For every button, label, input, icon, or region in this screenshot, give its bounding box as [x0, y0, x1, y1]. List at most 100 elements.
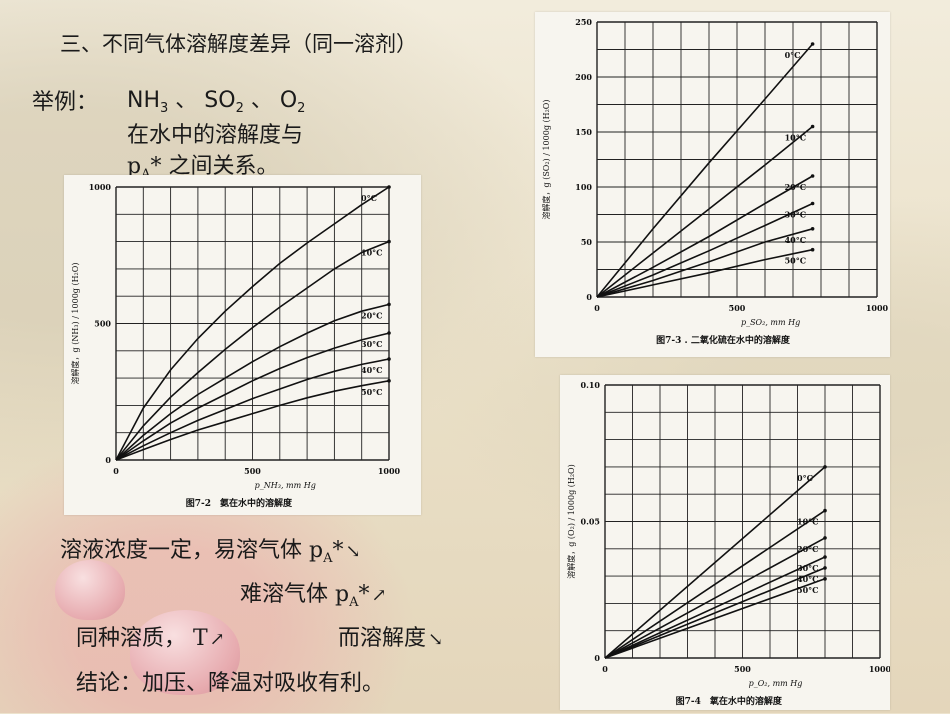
series-line-10C	[604, 509, 826, 659]
series-end-point	[810, 174, 815, 178]
line3-rest: * 之间关系。	[150, 154, 279, 179]
arrow-down-icon: ↘	[428, 629, 444, 650]
x-tick-label: 1000	[866, 303, 889, 313]
example-line-3: pA* 之间关系。	[127, 148, 279, 182]
y-tick-label: 0	[586, 292, 592, 302]
series-label: 50°C	[797, 585, 819, 595]
separator: 、	[243, 88, 280, 113]
series-end-point	[387, 239, 391, 244]
comment-easy-text: 溶液浓度一定，易溶气体 p	[60, 538, 324, 563]
x-tick-label: 1000	[869, 664, 890, 674]
series-line-30C	[604, 556, 826, 659]
gas-nh3-subscript: 3	[160, 101, 169, 116]
series-label: 30°C	[361, 339, 383, 349]
series-label: 40°C	[797, 574, 819, 584]
comment-hard-text: 难溶气体 p	[240, 582, 350, 607]
gas-o2-subscript: 2	[297, 101, 306, 116]
comment-easy-gas: 溶液浓度一定，易溶气体 pA* ↘	[60, 532, 361, 566]
conclusion: 结论：加压、降温对吸收有利。	[76, 671, 385, 696]
comment-hard-gas: 难溶气体 pA* ↗	[240, 576, 387, 610]
y-tick-label: 150	[575, 127, 592, 137]
series-line-50C	[604, 578, 826, 659]
series-label: 0°C	[785, 50, 801, 60]
series-end-point	[810, 42, 815, 46]
series-line-50C	[596, 248, 813, 298]
series-end-point	[823, 536, 827, 540]
x-tick-label: 0	[113, 466, 119, 476]
chart-title: 图7-3 . 二氧化硫在水中的溶解度	[656, 334, 791, 346]
x-tick-label: 1000	[378, 466, 401, 476]
series-label: 20°C	[797, 544, 819, 554]
series-label: 10°C	[361, 248, 383, 258]
x-tick-label: 0	[602, 664, 608, 674]
slide-title: 三、不同气体溶解度差异（同一溶剂）	[60, 32, 417, 56]
series-label: 10°C	[797, 517, 819, 527]
nh3-solubility-chart: 0 500 1000 0 500 1000 p_NH₃, mm Hg 溶解度，g (NH₃) …	[70, 182, 401, 509]
series-end-point	[810, 124, 815, 129]
arrow-up-icon: ↗	[209, 629, 225, 650]
arrow-up-icon: ↗	[371, 585, 387, 606]
series-line-20C	[596, 175, 814, 298]
lotus-flower-decoration	[130, 610, 240, 695]
x-axis-label: p_O₂, mm Hg	[749, 679, 803, 688]
pressure-subscript: A	[349, 595, 359, 610]
o2-solubility-chart: 0 500 1000 0 0.05 0.10 p_O₂, mm Hg 溶解度，g (O₂) /…	[566, 380, 892, 707]
series-line-40C	[115, 358, 390, 461]
series-end-point	[823, 508, 827, 513]
pressure-subscript: A	[141, 167, 150, 182]
y-tick-label: 0	[594, 653, 600, 663]
chart-panel-nh3: 0 500 1000 0 500 1000 p_NH₃, mm Hg 溶解度，g (NH₃) …	[64, 175, 421, 515]
series-line-30C	[115, 332, 390, 461]
series-line-20C	[604, 537, 826, 659]
gas-nh3: NH	[127, 88, 160, 113]
example-line-2: 在水中的溶解度与	[127, 123, 304, 148]
series-label: 20°C	[361, 310, 383, 320]
series-end-point	[823, 465, 827, 469]
y-tick-label: 0.10	[581, 380, 601, 390]
series-end-point	[387, 185, 391, 189]
x-tick-label: 500	[734, 664, 751, 674]
series-line-0C	[115, 186, 390, 461]
series-label: 50°C	[361, 387, 383, 397]
x-axis-label: p_SO₂, mm Hg	[741, 318, 800, 327]
series-line-30C	[596, 202, 813, 298]
series-label: 20°C	[785, 182, 807, 192]
series-end-point	[810, 201, 815, 206]
y-tick-label: 1000	[89, 182, 112, 192]
series-line-0C	[604, 466, 826, 659]
x-tick-label: 500	[729, 303, 746, 313]
so2-solubility-chart: 0 500 1000 0 50 100 150 200 250 p_SO₂, mm Hg 溶解度，g…	[541, 17, 889, 346]
star: *	[332, 538, 344, 563]
series-end-point	[810, 247, 815, 252]
series-line-20C	[115, 303, 390, 461]
gas-so2-subscript: 2	[235, 101, 244, 116]
series-label: 40°C	[361, 365, 383, 375]
series-label: 30°C	[797, 563, 819, 573]
series-line-40C	[604, 567, 826, 659]
star: *	[358, 582, 370, 607]
y-axis-label: 溶解度，g (SO₂) / 1000g (H₂O)	[541, 100, 551, 220]
gas-so2: SO	[204, 88, 236, 113]
y-tick-label: 100	[575, 182, 592, 192]
series-label: 40°C	[785, 235, 807, 245]
example-label: 举例：	[32, 90, 99, 115]
chart-title: 图7-4 氧在水中的溶解度	[676, 695, 783, 707]
gas-list: NH3 、 SO2 、 O2	[127, 82, 306, 116]
series-end-point	[387, 331, 391, 335]
separator: 、	[168, 88, 205, 113]
y-axis-label: 溶解度，g (O₂) / 1000g (H₂O)	[566, 464, 576, 578]
comment-solubility-text: 而溶解度	[338, 626, 427, 651]
y-tick-label: 200	[575, 72, 592, 82]
pressure-symbol: p	[127, 154, 142, 179]
gas-o2: O	[279, 88, 298, 113]
series-line-0C	[596, 43, 814, 298]
y-tick-label: 250	[575, 17, 592, 27]
series-label: 0°C	[361, 193, 377, 203]
series-label: 10°C	[785, 133, 807, 143]
series-end-point	[387, 357, 391, 361]
chart-title: 图7-2 氨在水中的溶解度	[186, 497, 293, 509]
chart-panel-o2: 0 500 1000 0 0.05 0.10 p_O₂, mm Hg 溶解度，g (O₂) /…	[560, 375, 892, 710]
series-label: 50°C	[785, 256, 807, 266]
y-axis-label: 溶解度，g (NH₃) / 1000g (H₂O)	[70, 263, 80, 385]
y-tick-label: 50	[581, 237, 593, 247]
